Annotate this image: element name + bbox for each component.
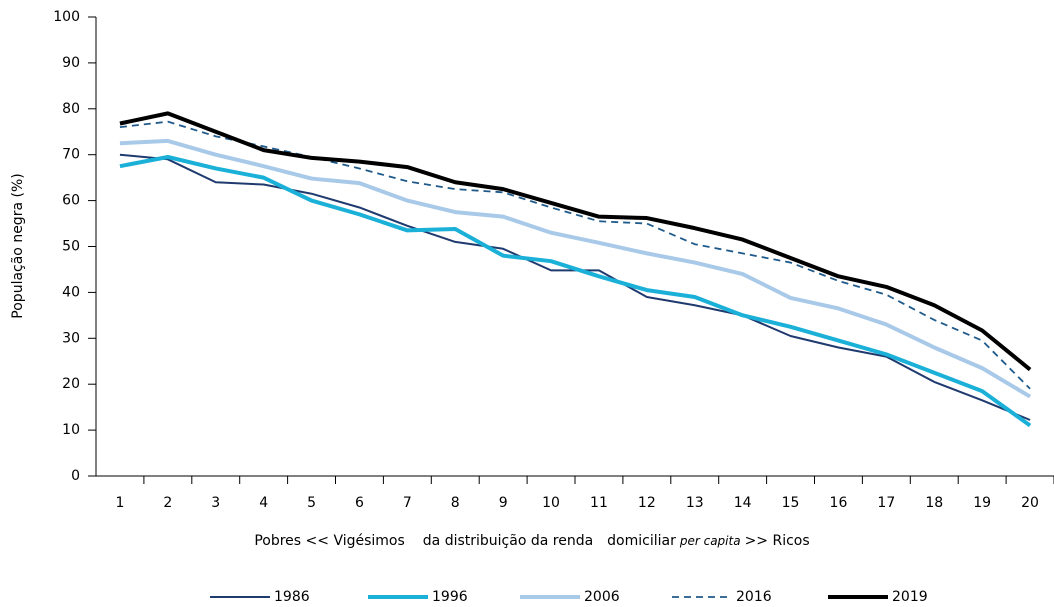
x-tick-label: 11	[590, 495, 608, 511]
y-tick-label: 10	[62, 422, 80, 438]
x-tick-label: 19	[973, 495, 991, 511]
x-tick-label: 18	[925, 495, 943, 511]
y-tick-label: 70	[62, 147, 80, 163]
x-axis-label: Pobres << Vigésimos da distribuição da re…	[254, 533, 809, 549]
series-line	[119, 111, 1032, 372]
legend-label: 2019	[892, 589, 928, 605]
x-tick-label: 13	[686, 495, 704, 511]
x-tick-label: 3	[211, 495, 220, 511]
x-tick-label: 12	[638, 495, 656, 511]
y-tick-label: 50	[62, 239, 80, 255]
legend-label: 1986	[274, 589, 310, 605]
x-tick-label: 7	[403, 495, 412, 511]
x-tick-label: 17	[877, 495, 895, 511]
y-tick-label: 60	[62, 193, 80, 209]
y-tick-label: 20	[62, 376, 80, 392]
x-tick-label: 9	[499, 495, 508, 511]
x-label-part: per capita	[679, 534, 741, 548]
series-line	[119, 138, 1032, 399]
x-tick-label: 10	[542, 495, 560, 511]
y-tick-label: 30	[62, 330, 80, 346]
series-line	[119, 120, 1031, 390]
x-tick-label: 1	[115, 495, 124, 511]
x-tick-label: 16	[830, 495, 848, 511]
x-label-part: Pobres << Vigésimos	[254, 533, 404, 549]
x-label-part: >> Ricos	[745, 533, 810, 549]
legend-label: 2016	[736, 589, 772, 605]
x-tick-label: 20	[1021, 495, 1039, 511]
y-tick-label: 0	[71, 468, 80, 484]
series-line	[119, 154, 1032, 428]
x-tick-label: 15	[782, 495, 800, 511]
x-label-part: da distribuição da renda	[423, 533, 593, 549]
y-tick-label: 100	[53, 9, 80, 25]
x-tick-label: 14	[734, 495, 752, 511]
legend-label: 2006	[584, 589, 620, 605]
y-tick-label: 90	[62, 55, 80, 71]
y-tick-label: 80	[62, 101, 80, 117]
x-tick-label: 4	[259, 495, 268, 511]
series-line	[119, 153, 1031, 421]
x-tick-label: 6	[355, 495, 364, 511]
y-axis-label: População negra (%)	[10, 173, 26, 318]
x-tick-label: 8	[451, 495, 460, 511]
x-tick-label: 2	[163, 495, 172, 511]
legend-label: 1996	[432, 589, 468, 605]
x-tick-label: 5	[307, 495, 316, 511]
y-tick-label: 40	[62, 284, 80, 300]
x-label-part: domiciliar	[607, 533, 676, 549]
